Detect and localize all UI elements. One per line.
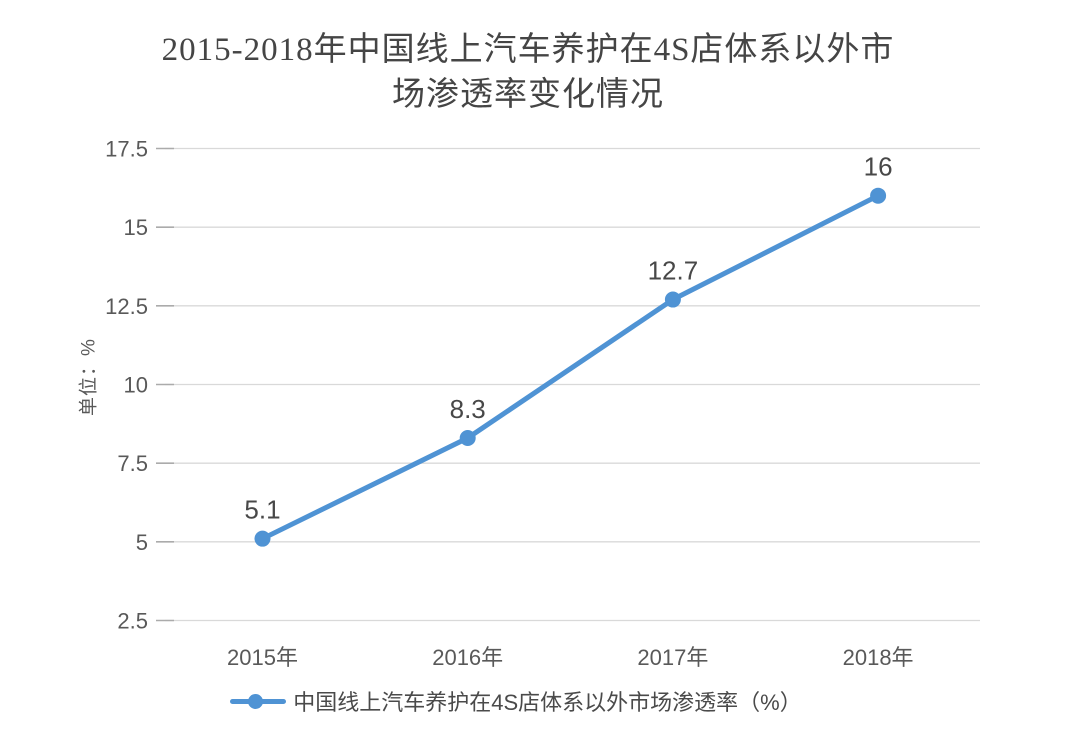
legend-label: 中国线上汽车养护在4S店体系以外市场渗透率（%）: [293, 690, 802, 715]
y-tick-label: 17.5: [105, 137, 148, 162]
y-tick-label: 12.5: [105, 294, 148, 319]
x-axis-label: 2015年: [227, 645, 298, 670]
data-point: [870, 187, 887, 204]
y-tick-label: 5: [136, 530, 148, 555]
x-axis-label: 2018年: [843, 645, 914, 670]
data-point: [664, 291, 681, 308]
data-point: [254, 530, 271, 547]
x-axis-label: 2016年: [432, 645, 503, 670]
legend-line-marker-icon: [230, 693, 287, 709]
legend-dot-icon: [248, 693, 264, 709]
x-axis-label: 2017年: [637, 645, 708, 670]
data-label: 8.3: [450, 394, 486, 424]
data-label: 5.1: [244, 495, 280, 525]
chart-title-line2: 场渗透率变化情况: [392, 77, 664, 113]
series-line: [260, 193, 881, 542]
y-tick-label: 10: [124, 373, 148, 398]
legend: 中国线上汽车养护在4S店体系以外市场渗透率（%）: [0, 686, 1032, 716]
chart-title: 2015-2018年中国线上汽车养护在4S店体系以外市 场渗透率变化情况: [0, 28, 1056, 118]
chart-title-line1: 2015-2018年中国线上汽车养护在4S店体系以外市: [161, 32, 895, 68]
data-point: [459, 429, 476, 446]
y-tick-label: 15: [124, 215, 148, 240]
y-tick-label: 7.5: [117, 451, 148, 476]
data-label: 12.7: [648, 256, 699, 286]
data-label: 16: [864, 152, 893, 182]
y-tick-label: 2.5: [117, 609, 148, 634]
